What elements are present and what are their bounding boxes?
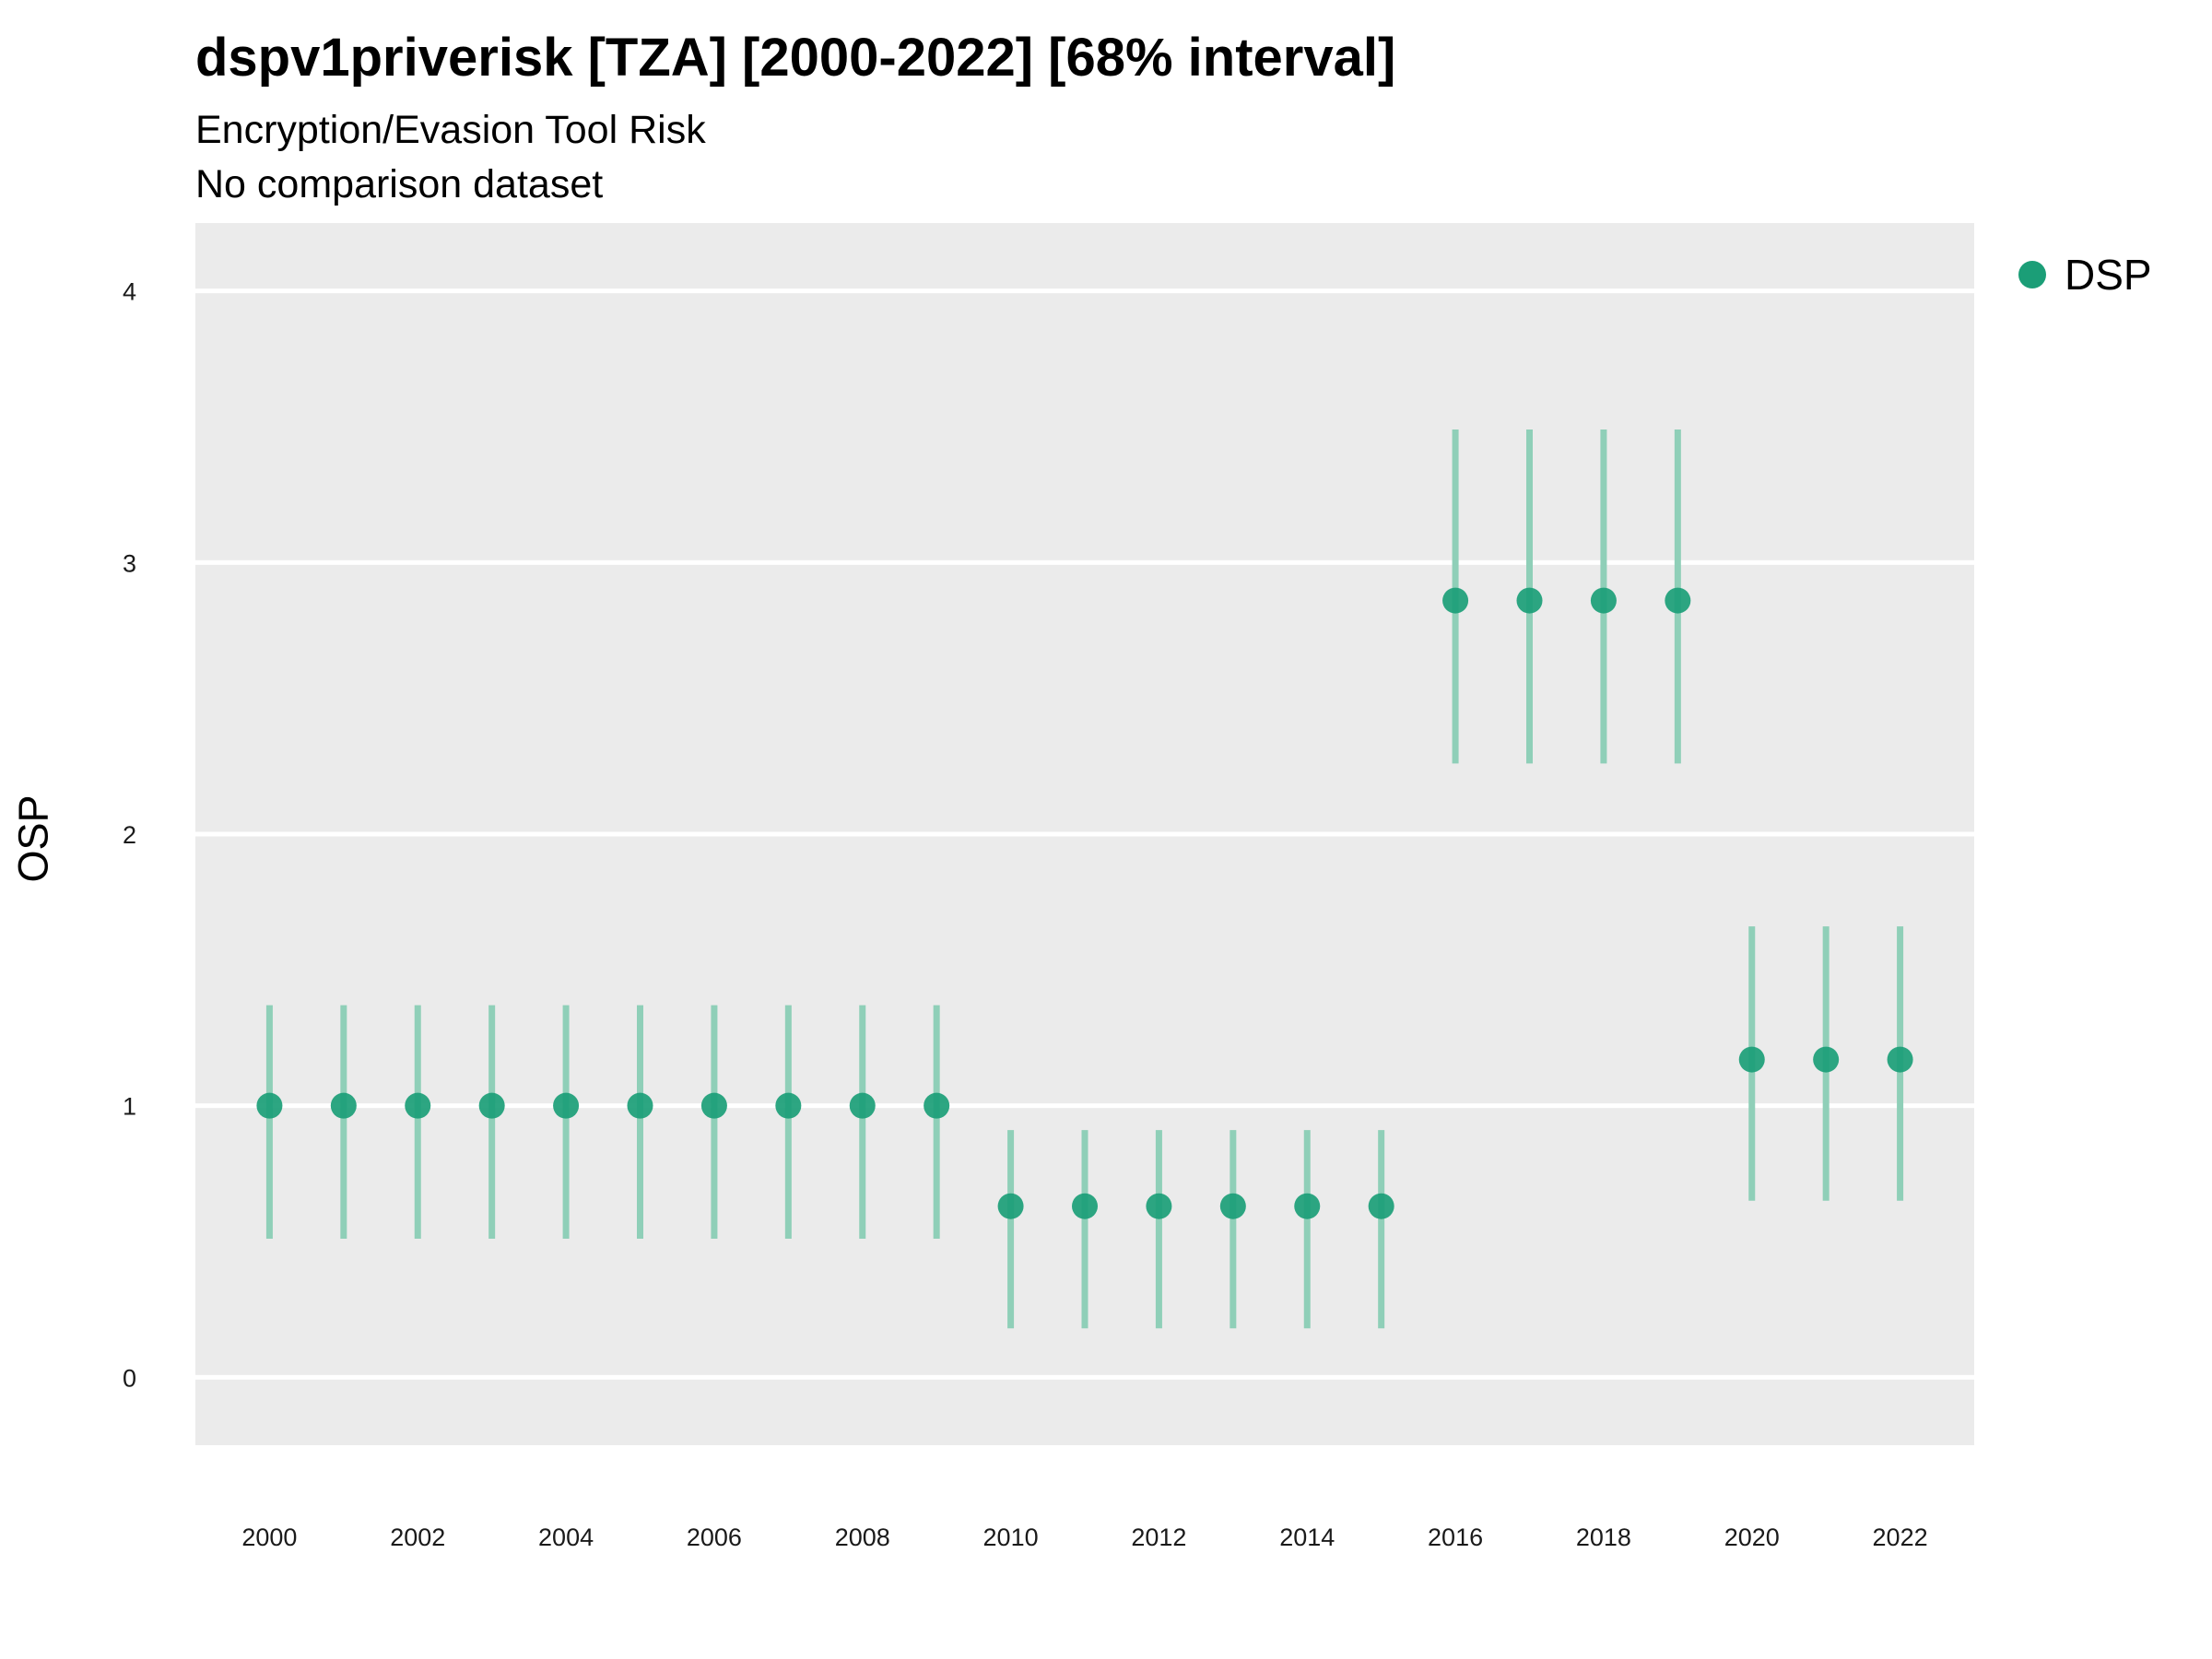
data-point-2000: [256, 1092, 283, 1119]
y-tick-label-1: 1: [123, 1093, 136, 1121]
data-point-2017: [1516, 587, 1543, 614]
y-tick-label-4: 4: [123, 278, 136, 306]
chart-subtitle: Encryption/Evasion Tool Risk: [195, 108, 706, 152]
legend: DSP: [2018, 253, 2152, 296]
data-point-2007: [775, 1092, 802, 1119]
data-point-2012: [1146, 1193, 1172, 1219]
y-tick-label-3: 3: [123, 549, 136, 577]
x-tick-label-2020: 2020: [1724, 1524, 1780, 1551]
data-point-2008: [849, 1092, 876, 1119]
x-tick-labels: 2000 2002 2004 2006 2008 2010 2012 2014 2016 2018…: [241, 1524, 1927, 1551]
data-point-2015: [1368, 1193, 1394, 1219]
data-point-2009: [924, 1092, 950, 1119]
x-tick-label-2010: 2010: [983, 1524, 1039, 1551]
data-point-2018: [1590, 587, 1617, 614]
data-point-2022: [1887, 1046, 1913, 1073]
chart-subtitle-comparison: No comparison dataset: [195, 162, 604, 206]
x-tick-label-2002: 2002: [390, 1524, 445, 1551]
data-point-2005: [627, 1092, 653, 1119]
y-tick-label-2: 2: [123, 821, 136, 849]
x-tick-label-2022: 2022: [1873, 1524, 1928, 1551]
data-point-2020: [1738, 1046, 1765, 1073]
legend-key-dsp: [2018, 261, 2046, 288]
x-tick-label-2016: 2016: [1428, 1524, 1483, 1551]
data-point-2010: [997, 1193, 1024, 1219]
data-point-2014: [1294, 1193, 1321, 1219]
data-point-2011: [1072, 1193, 1098, 1219]
x-tick-label-2004: 2004: [538, 1524, 594, 1551]
data-point-2003: [478, 1092, 505, 1119]
x-tick-label-2008: 2008: [835, 1524, 890, 1551]
legend-label-dsp: DSP: [2065, 251, 2152, 299]
x-tick-label-2018: 2018: [1576, 1524, 1631, 1551]
y-tick-label-0: 0: [123, 1364, 136, 1392]
data-point-2002: [405, 1092, 431, 1119]
x-tick-label-2006: 2006: [687, 1524, 742, 1551]
y-tick-labels: 0 1 2 3 4: [123, 278, 136, 1393]
data-point-2013: [1219, 1193, 1246, 1219]
data-points: [256, 587, 1913, 1219]
data-point-2016: [1442, 587, 1469, 614]
x-tick-label-2000: 2000: [241, 1524, 297, 1551]
chart-title: dspv1priverisk [TZA] [2000-2022] [68% in…: [195, 28, 1396, 88]
interval-bars: [265, 429, 1904, 1329]
x-tick-label-2014: 2014: [1279, 1524, 1335, 1551]
data-point-2004: [553, 1092, 580, 1119]
data-point-2021: [1813, 1046, 1840, 1073]
data-point-2019: [1665, 587, 1691, 614]
data-point-2001: [330, 1092, 357, 1119]
data-point-2006: [700, 1092, 727, 1119]
x-tick-label-2012: 2012: [1131, 1524, 1186, 1551]
